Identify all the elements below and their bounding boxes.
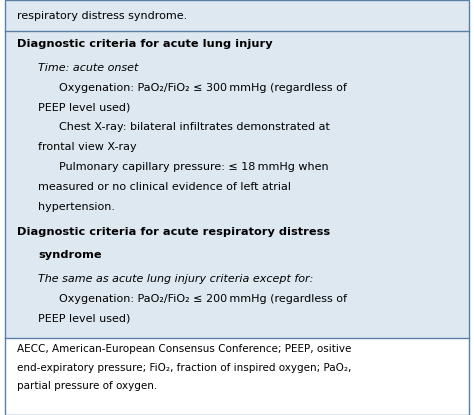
Text: The same as acute lung injury criteria except for:: The same as acute lung injury criteria e…	[38, 274, 313, 284]
Text: measured or no clinical evidence of left atrial: measured or no clinical evidence of left…	[38, 182, 291, 192]
Text: end-expiratory pressure; FiO₂, fraction of inspired oxygen; PaO₂,: end-expiratory pressure; FiO₂, fraction …	[17, 363, 351, 373]
Text: hypertension.: hypertension.	[38, 202, 115, 212]
Text: Pulmonary capillary pressure: ≤ 18 mmHg when: Pulmonary capillary pressure: ≤ 18 mmHg …	[59, 162, 329, 172]
Bar	[5, 31, 469, 338]
Bar	[5, 0, 469, 31]
Text: partial pressure of oxygen.: partial pressure of oxygen.	[17, 381, 157, 391]
Text: Diagnostic criteria for acute lung injury: Diagnostic criteria for acute lung injur…	[17, 39, 272, 49]
Bar	[5, 338, 469, 415]
Text: Time: acute onset: Time: acute onset	[38, 63, 138, 73]
Text: respiratory distress syndrome.: respiratory distress syndrome.	[17, 10, 187, 21]
Text: PEEP level used): PEEP level used)	[38, 314, 130, 324]
Text: Chest X-ray: bilateral infiltrates demonstrated at: Chest X-ray: bilateral infiltrates demon…	[59, 122, 330, 132]
Text: Diagnostic criteria for acute respiratory distress: Diagnostic criteria for acute respirator…	[17, 227, 330, 237]
Text: AECC, American-European Consensus Conference; PEEP, ositive: AECC, American-European Consensus Confer…	[17, 344, 351, 354]
Text: PEEP level used): PEEP level used)	[38, 103, 130, 112]
Text: Oxygenation: PaO₂/FiO₂ ≤ 300 mmHg (regardless of: Oxygenation: PaO₂/FiO₂ ≤ 300 mmHg (regar…	[59, 83, 347, 93]
Text: syndrome: syndrome	[38, 250, 101, 260]
Text: frontal view X-ray: frontal view X-ray	[38, 142, 137, 152]
Text: Oxygenation: PaO₂/FiO₂ ≤ 200 mmHg (regardless of: Oxygenation: PaO₂/FiO₂ ≤ 200 mmHg (regar…	[59, 294, 347, 304]
